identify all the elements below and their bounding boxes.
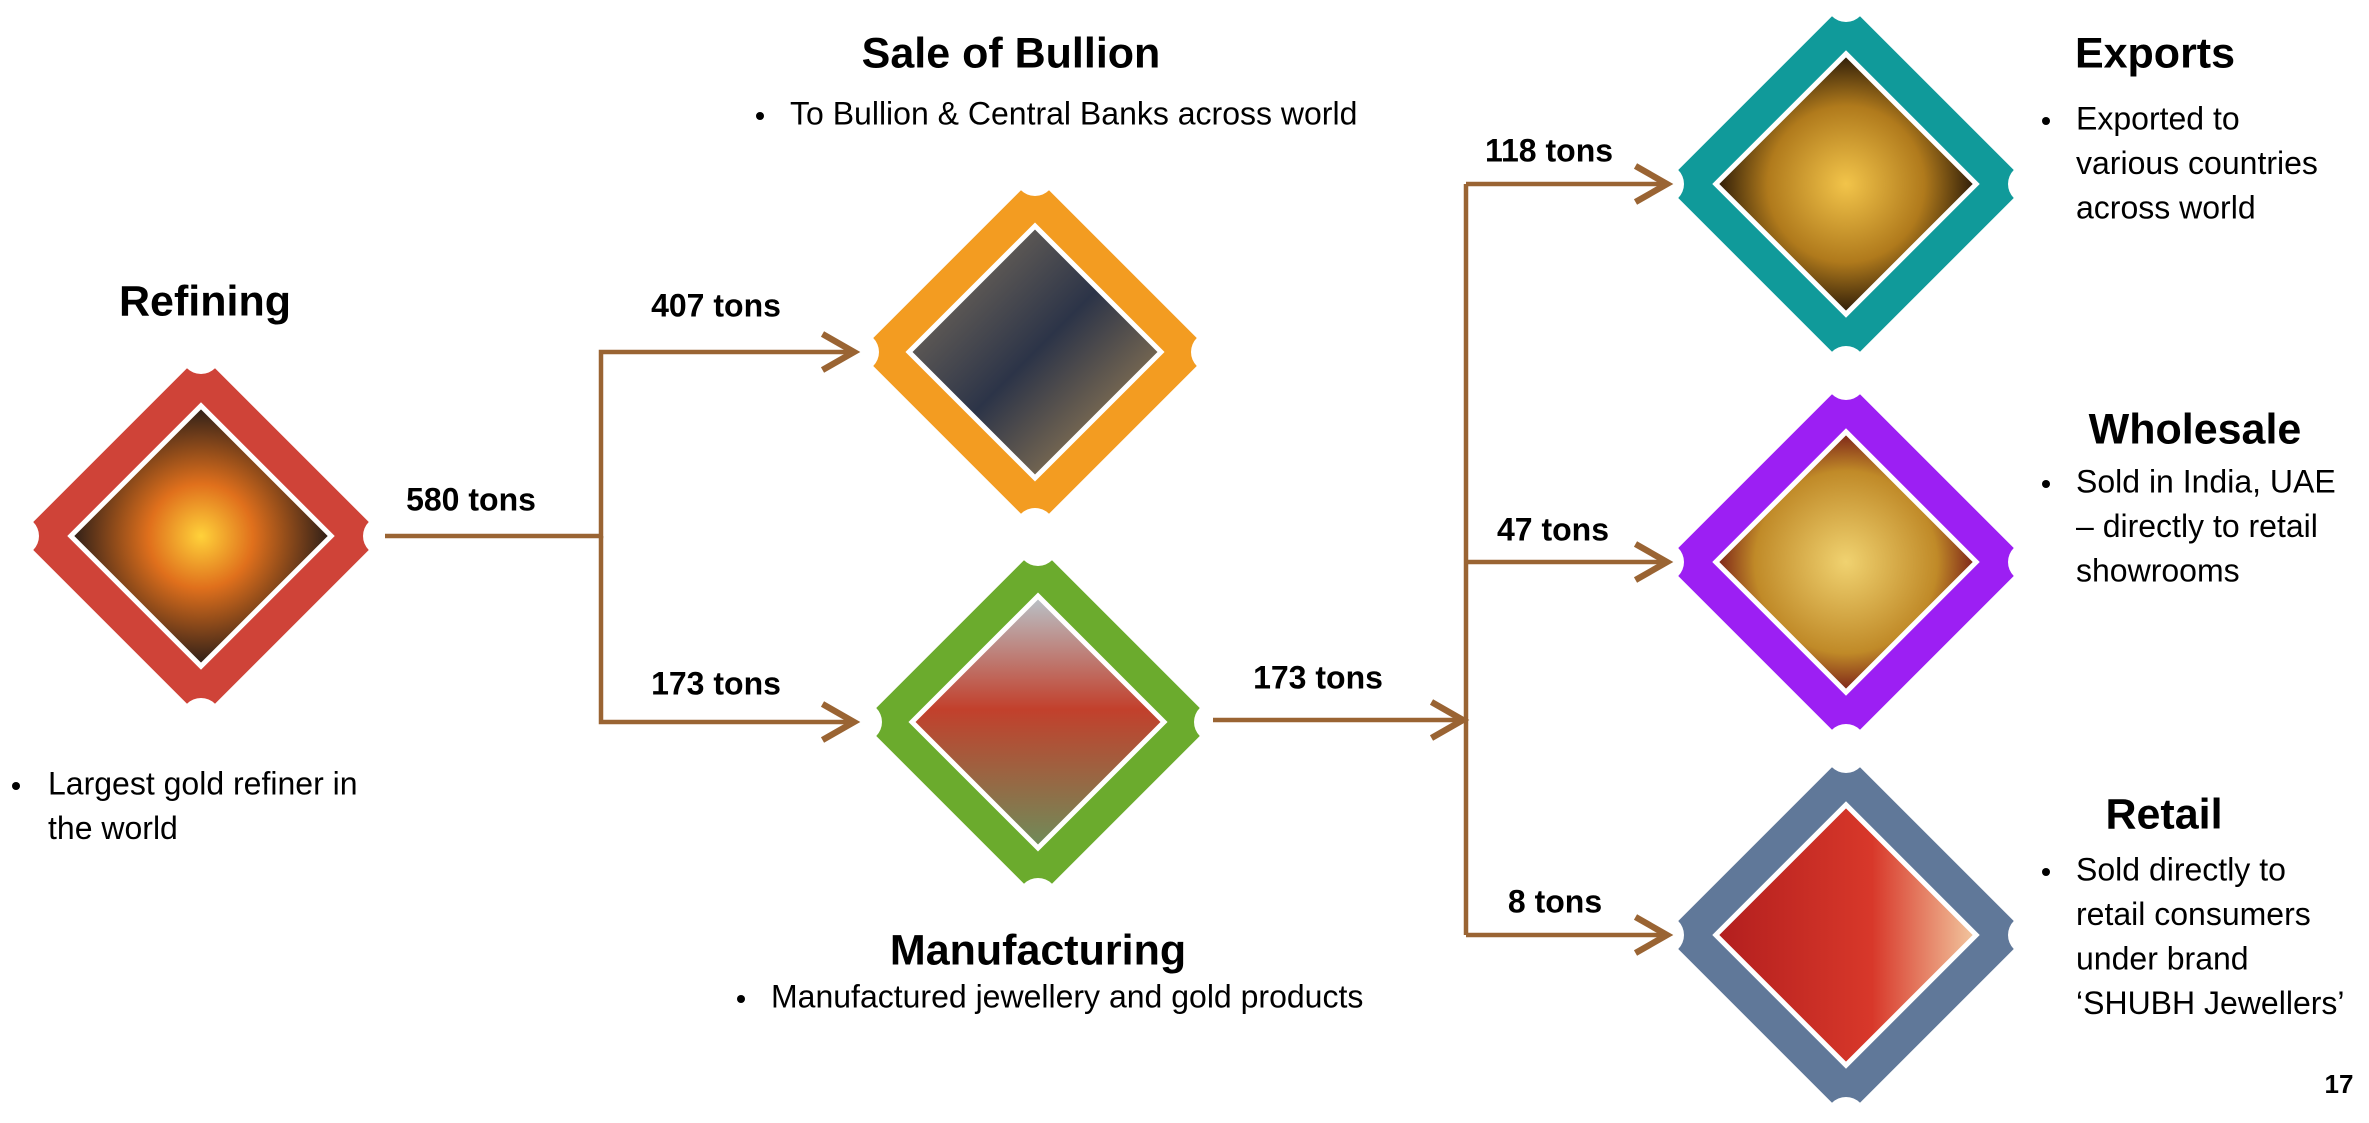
notch [1826,0,1866,22]
node-description: various countries [2076,145,2318,181]
arrow [598,536,861,743]
node-description: Sold in India, UAE [2076,463,2336,499]
bullet-dot [756,112,764,120]
node-description: across world [2076,189,2256,225]
flow-amount: 407 tons [651,287,781,323]
flow-amount: 8 tons [1508,883,1602,919]
arrow [385,331,861,539]
diamond-photo [1712,801,1980,1069]
node-description: under brand [2076,940,2249,976]
node-title: Refining [119,277,291,325]
page-number: 17 [2325,1069,2354,1099]
node-title: Wholesale [2089,405,2302,453]
node-title: Retail [2105,790,2222,838]
diamond-photo [1712,50,1980,318]
notch [2008,542,2048,582]
node-description: Exported to [2076,100,2240,136]
notch [2008,915,2048,955]
notch [1826,1097,1866,1123]
bullet-dot [737,995,745,1003]
diamond-photo [67,402,335,670]
notch [181,698,221,738]
notch [2008,164,2048,204]
diamond-photo [1712,428,1980,696]
node-title: Manufacturing [890,926,1186,974]
bullet-dot [2042,480,2050,488]
node-description: To Bullion & Central Banks across world [790,95,1357,131]
node-description: Manufactured jewellery and gold products [771,978,1363,1014]
diamond-photo [905,222,1165,482]
node-description: ‘SHUBH Jewellers’ [2076,985,2345,1021]
notch [1018,526,1058,566]
diamonds [0,0,2048,1123]
node-description: retail consumers [2076,896,2311,932]
flow-amount: 47 tons [1497,511,1609,547]
node-description: showrooms [2076,552,2240,588]
notch [1826,733,1866,773]
notch [181,334,221,374]
flow-amount: 580 tons [406,481,536,517]
flow-lines [385,163,1674,956]
bullet-dot [2042,117,2050,125]
notch [1018,878,1058,918]
labels: Refining Largest gold refiner in the world… [12,29,2353,1099]
node-description: Largest gold refiner in [48,765,358,801]
node-description: the world [48,810,178,846]
flow-amount: 118 tons [1485,132,1613,168]
flow-amount: 173 tons [651,665,781,701]
node-title: Sale of Bullion [862,29,1161,77]
diamond-photo [908,592,1168,852]
notch [363,516,403,556]
node-description: Sold directly to [2076,851,2286,887]
flow-amount: 173 tons [1253,659,1383,695]
notch [1191,332,1231,372]
notch [0,516,39,556]
node-description: – directly to retail [2076,508,2318,544]
bullet-dot [2042,868,2050,876]
notch [1826,360,1866,400]
node-title: Exports [2075,29,2235,77]
bullet-dot [12,782,20,790]
notch [1015,156,1055,196]
